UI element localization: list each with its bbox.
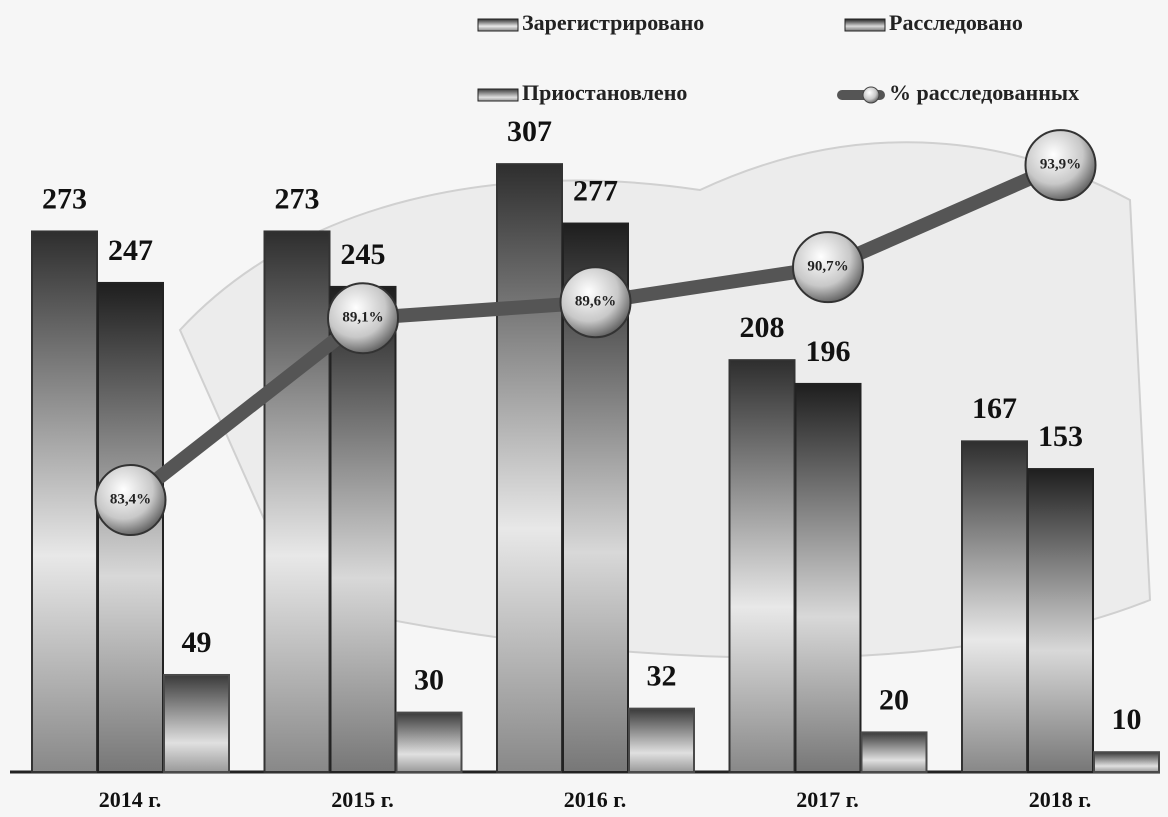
legend-swatch bbox=[844, 18, 886, 32]
value-label: 273 bbox=[275, 182, 320, 215]
value-label: 30 bbox=[414, 663, 444, 696]
bar bbox=[961, 440, 1028, 773]
bar bbox=[329, 285, 397, 773]
value-label: 196 bbox=[806, 335, 851, 368]
value-label: 32 bbox=[647, 660, 677, 693]
value-label: 10 bbox=[1112, 703, 1142, 736]
x-tick-label: 2018 г. bbox=[1029, 787, 1092, 812]
line-point bbox=[559, 266, 632, 339]
bar bbox=[728, 359, 796, 773]
value-label: 247 bbox=[108, 234, 153, 267]
bar bbox=[628, 707, 695, 774]
legend-swatch bbox=[862, 86, 880, 104]
point-label: 93,9% bbox=[1040, 157, 1081, 173]
line-point bbox=[327, 282, 399, 355]
value-label: 277 bbox=[573, 174, 618, 207]
x-tick-label: 2016 г. bbox=[564, 787, 627, 812]
value-label: 20 bbox=[879, 683, 909, 716]
line-point bbox=[94, 464, 167, 537]
legend-label: Расследовано bbox=[889, 10, 1023, 35]
value-label: 307 bbox=[507, 115, 552, 148]
line-point bbox=[792, 231, 864, 304]
value-label: 49 bbox=[182, 626, 212, 659]
bar bbox=[163, 673, 230, 773]
value-label: 273 bbox=[42, 182, 87, 215]
value-label: 208 bbox=[740, 311, 785, 344]
value-label: 153 bbox=[1038, 420, 1083, 453]
legend-label: Приостановлено bbox=[522, 80, 687, 105]
bar bbox=[794, 382, 862, 773]
bar bbox=[1093, 751, 1160, 774]
value-label: 245 bbox=[341, 238, 386, 271]
x-tick-label: 2017 г. bbox=[796, 787, 859, 812]
bar bbox=[860, 731, 928, 774]
line-point bbox=[1024, 129, 1097, 202]
legend-label: Зарегистрировано bbox=[522, 10, 704, 35]
bar bbox=[31, 230, 98, 773]
value-label: 167 bbox=[972, 392, 1017, 425]
legend-swatch bbox=[477, 88, 519, 102]
legend-label: % расследованных bbox=[889, 80, 1079, 105]
point-label: 89,6% bbox=[575, 294, 616, 310]
point-label: 90,7% bbox=[807, 259, 848, 275]
x-tick-label: 2015 г. bbox=[331, 787, 394, 812]
bar bbox=[395, 711, 463, 773]
bar bbox=[496, 163, 563, 773]
bar bbox=[263, 230, 331, 773]
legend-swatch bbox=[477, 18, 519, 32]
point-label: 83,4% bbox=[110, 491, 151, 507]
point-label: 89,1% bbox=[342, 310, 383, 326]
x-tick-label: 2014 г. bbox=[99, 787, 162, 812]
bar bbox=[1027, 468, 1094, 773]
